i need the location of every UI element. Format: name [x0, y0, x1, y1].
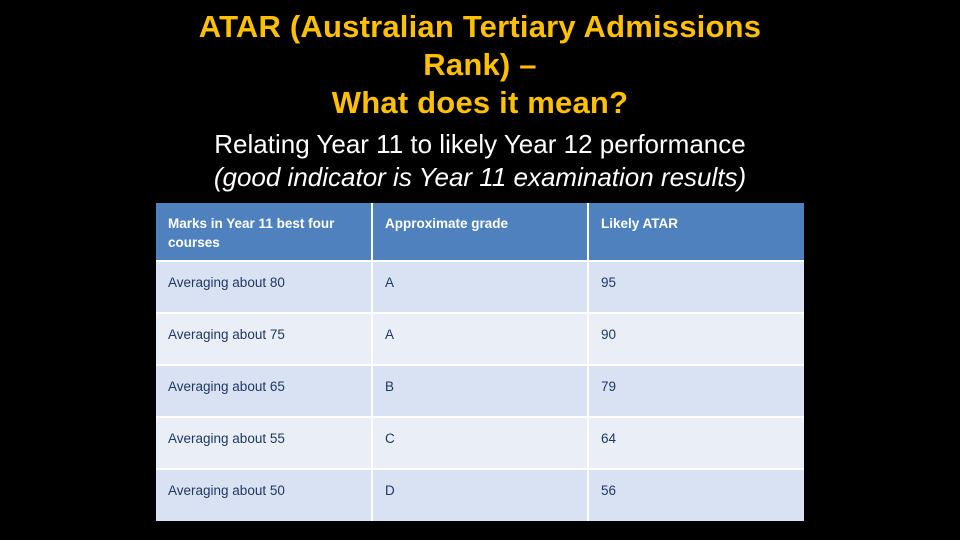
table-header-atar: Likely ATAR	[587, 202, 805, 262]
table-row: Averaging about 55 C 64	[155, 415, 805, 470]
title-line-2: Rank) –	[423, 46, 537, 82]
table-row: Averaging about 75 A 90	[155, 311, 805, 366]
table-cell-marks: Averaging about 80	[155, 259, 373, 314]
table-row: Averaging about 80 A 95	[155, 259, 805, 314]
title-line-3: What does it mean?	[331, 84, 629, 120]
table-cell-grade: D	[371, 467, 589, 522]
table-cell-grade: B	[371, 363, 589, 418]
table-cell-marks: Averaging about 50	[155, 467, 373, 522]
table-cell-marks: Averaging about 65	[155, 363, 373, 418]
table-cell-atar: 64	[587, 415, 805, 470]
table-row: Averaging about 50 D 56	[155, 467, 805, 522]
title-line-1: ATAR (Australian Tertiary Admissions	[198, 9, 762, 44]
table-header-row: Marks in Year 11 best four courses Appro…	[155, 202, 805, 262]
slide-title: ATAR (Australian Tertiary Admissions Ran…	[0, 0, 960, 121]
table-cell-marks: Averaging about 75	[155, 311, 373, 366]
table-cell-atar: 56	[587, 467, 805, 522]
table-header-marks: Marks in Year 11 best four courses	[155, 202, 373, 262]
table-cell-atar: 95	[587, 259, 805, 314]
table-header-grade: Approximate grade	[371, 202, 589, 262]
table-cell-atar: 79	[587, 363, 805, 418]
slide-subtitle: Relating Year 11 to likely Year 12 perfo…	[214, 129, 746, 160]
table-cell-atar: 90	[587, 311, 805, 366]
table-row: Averaging about 65 B 79	[155, 363, 805, 418]
table-cell-grade: A	[371, 259, 589, 314]
table-cell-grade: C	[371, 415, 589, 470]
table-cell-marks: Averaging about 55	[155, 415, 373, 470]
slide-subtitle-note: (good indicator is Year 11 examination r…	[213, 161, 747, 192]
atar-table: Marks in Year 11 best four courses Appro…	[155, 202, 805, 522]
table-cell-grade: A	[371, 311, 589, 366]
